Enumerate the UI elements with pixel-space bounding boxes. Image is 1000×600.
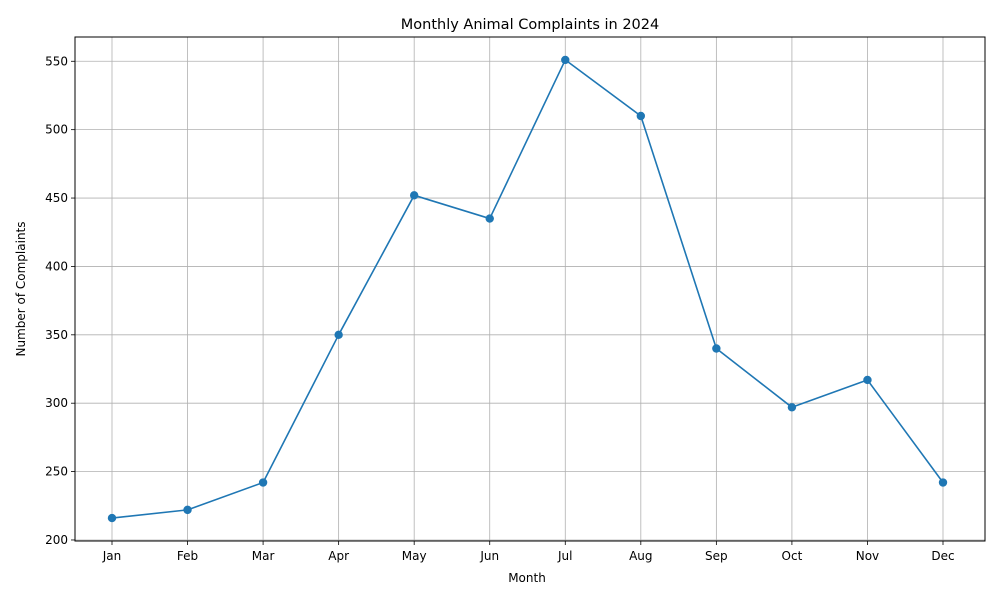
data-point (863, 375, 872, 385)
y-tick-label: 400 (45, 259, 68, 273)
y-axis: 200 250 300 350 400 450 500 550 (45, 54, 75, 547)
y-tick-label: 550 (45, 54, 68, 68)
data-point (107, 513, 117, 523)
x-tick-label: Oct (782, 549, 803, 563)
x-tick-label: Jul (557, 549, 572, 563)
data-point (183, 505, 192, 515)
data-point (561, 55, 570, 65)
grid (75, 37, 985, 541)
x-axis: Jan Feb Mar Apr May Jun Jul Aug Sep Oct Nov Dec (102, 541, 955, 563)
x-tick-label: Feb (177, 549, 198, 563)
x-tick-label: Nov (856, 549, 879, 563)
x-tick-label: Jan (102, 549, 122, 563)
series-line (111, 59, 944, 519)
y-tick-label: 250 (45, 465, 68, 479)
data-point (712, 344, 721, 353)
data-point (334, 330, 343, 340)
data-point (258, 478, 268, 487)
y-tick-label: 350 (45, 328, 68, 342)
x-tick-label: Mar (252, 549, 275, 563)
x-tick-label: Sep (705, 549, 728, 563)
x-tick-label: Dec (931, 549, 954, 563)
data-point (409, 191, 419, 200)
x-tick-label: May (402, 549, 427, 563)
series-complaints (107, 55, 948, 523)
x-tick-label: Aug (629, 549, 652, 563)
y-tick-label: 450 (45, 191, 68, 205)
chart-title: Monthly Animal Complaints in 2024 (401, 17, 660, 33)
x-tick-label: Apr (328, 549, 349, 563)
data-point (636, 111, 646, 121)
data-point (787, 403, 797, 412)
x-axis-title: Month (508, 571, 546, 585)
data-point (485, 214, 494, 223)
y-axis-title: Number of Complaints (14, 221, 28, 356)
y-tick-label: 200 (45, 533, 68, 547)
data-point (938, 478, 948, 487)
y-tick-label: 500 (45, 123, 68, 137)
y-tick-label: 300 (45, 396, 68, 410)
plot-frame (74, 36, 986, 542)
x-tick-label: Jun (479, 549, 499, 563)
